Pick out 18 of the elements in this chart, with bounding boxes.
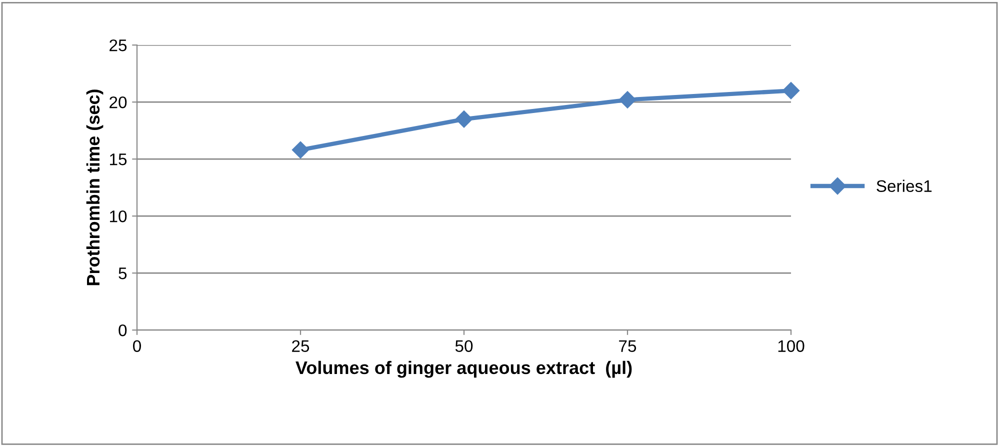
legend-label: Series1: [876, 180, 932, 192]
x-tick-label: 50: [455, 340, 473, 352]
point: [292, 141, 310, 158]
y-axis-title: Prothrombin time (sec): [86, 90, 104, 286]
y-tick-label: 0: [118, 324, 127, 336]
y-tick-label: 25: [110, 39, 127, 52]
point: [618, 91, 636, 108]
y-tick-label: 20: [110, 96, 127, 108]
y-tick-label: 5: [118, 268, 127, 280]
point: [782, 82, 800, 100]
x-tick-label: 25: [292, 340, 310, 352]
y-tick-label: 15: [110, 154, 127, 166]
x-tick-label: 100: [778, 340, 804, 352]
x-tick-label: 75: [619, 340, 636, 352]
x-tick-label: 0: [133, 340, 141, 352]
point: [455, 110, 473, 128]
x-axis-title: Volumes of ginger aqueous extract (µl): [296, 360, 632, 378]
y-tick-label: 10: [110, 210, 127, 222]
